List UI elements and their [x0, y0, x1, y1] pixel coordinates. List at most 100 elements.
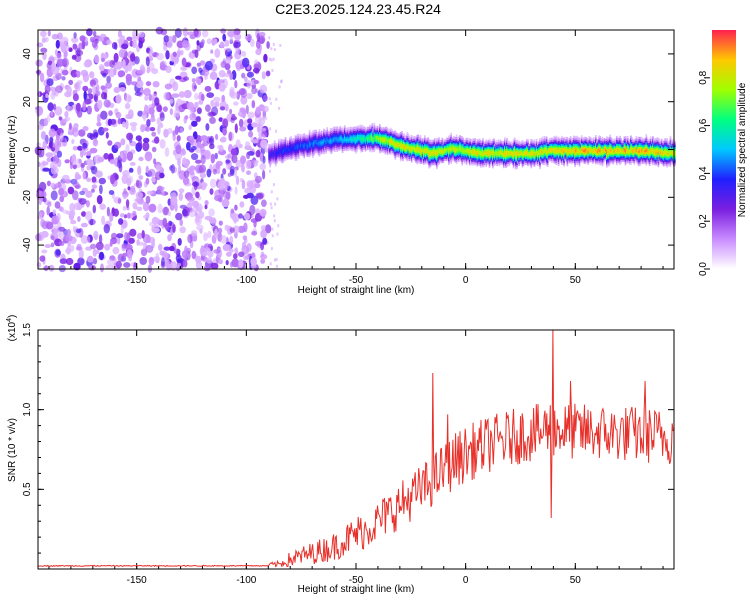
spectrogram-ridge-cell [468, 143, 471, 147]
spectrogram-ridge-cell [369, 132, 371, 135]
spectrogram-noise-cell [259, 208, 267, 217]
spectrogram-noise-cell [56, 32, 63, 40]
spectrogram-ridge-cell [433, 163, 436, 166]
spectrogram-ridge-cell [354, 132, 357, 135]
spectrogram-noise-cell [202, 30, 209, 38]
spectrogram-ridge-cell [458, 138, 460, 141]
spectrogram-ridge-cell [464, 158, 467, 162]
spectrogram-noise-cell [108, 68, 116, 78]
spectrogram-ridge-cell [319, 134, 322, 138]
spectrogram-ridge-cell [396, 152, 399, 155]
spectrogram-ridge-cell [284, 154, 287, 157]
spectrogram-noise-cell [277, 224, 280, 228]
spectrogram-ridge-cell [393, 136, 395, 140]
spectrogram-ridge-cell [577, 158, 580, 161]
spectrogram-ridge-cell [472, 147, 474, 151]
spectrogram-noise-cell [205, 123, 210, 131]
spectrogram-ridge-cell [401, 132, 403, 136]
spectrogram-ridge-cell [533, 156, 536, 160]
spectrogram-ridge-cell [466, 145, 469, 148]
spectrogram-ridge-cell [567, 146, 570, 149]
spectrogram-noise-cell [209, 116, 216, 124]
spectrogram-ridge-cell [387, 140, 390, 144]
spectrogram-ridge-cell [350, 127, 353, 130]
spectrogram-ridge-cell [331, 127, 334, 131]
spectrogram-noise-cell [218, 83, 226, 92]
spectrogram-noise-cell [148, 93, 153, 102]
spectrogram-ridge-cell [420, 161, 423, 164]
spectrogram-ridge-cell [325, 151, 327, 154]
spectrogram-ridge-cell [324, 130, 326, 133]
spectrogram-ridge-cell [347, 129, 349, 132]
spectrogram-ridge-cell [556, 155, 559, 158]
spectrogram-ridge-cell [362, 133, 365, 137]
spectrogram-ridge-cell [477, 149, 480, 152]
spectrogram-noise-cell [145, 56, 150, 67]
spectrogram-ridge-cell [569, 138, 572, 141]
spectrogram-ridge-cell [398, 136, 401, 140]
spectrogram-ridge-cell [295, 156, 298, 159]
spectrogram-ridge-cell [388, 142, 391, 145]
spectrogram-ridge-cell [458, 157, 460, 161]
spectrogram-ridge-cell [359, 124, 361, 128]
spectrogram-ridge-cell [430, 147, 433, 151]
spectrogram-ridge-cell [458, 140, 460, 143]
spectrogram-ridge-cell [399, 137, 402, 141]
spectrogram-ridge-cell [302, 153, 304, 156]
spectrogram-ridge-cell [489, 155, 492, 159]
spectrogram-ridge-cell [345, 147, 347, 151]
spectrogram-ridge-cell [555, 160, 558, 164]
spectrogram-ridge-cell [505, 152, 507, 155]
spectrogram-ridge-cell [408, 145, 411, 148]
spectrogram-ridge-cell [476, 156, 479, 159]
spectrogram-ridge-cell [391, 137, 393, 140]
spectrogram-ridge-cell [540, 145, 542, 148]
spectrogram-ridge-cell [577, 141, 580, 144]
spectrogram-ridge-cell [325, 135, 327, 139]
spectrogram-ridge-cell [451, 156, 454, 160]
spectrogram-ridge-cell [510, 160, 513, 164]
spectrogram-ridge-cell [279, 155, 281, 158]
spectrogram-ridge-cell [479, 142, 482, 145]
spectrogram-ridge-cell [472, 144, 474, 147]
spectrogram-ridge-cell [437, 159, 439, 162]
spectrogram-ridge-cell [572, 137, 574, 141]
spectrogram-ridge-cell [552, 158, 554, 162]
spectrogram-ridge-cell [313, 145, 315, 148]
spectrogram-ridge-cell [528, 153, 530, 156]
spectrogram-ridge-cell [468, 149, 471, 153]
spectrogram-ridge-cell [476, 162, 479, 165]
spectrogram-noise-cell [209, 178, 217, 188]
spectrogram-ridge-cell [443, 145, 446, 148]
spectrogram-ridge-cell [353, 145, 356, 149]
spectrogram-ridge-cell [305, 143, 308, 147]
spectrogram-ridge-cell [323, 128, 325, 132]
spectrogram-ridge-cell [347, 138, 349, 142]
spectrogram-ridge-cell [451, 158, 454, 162]
spectrogram-ridge-cell [551, 149, 553, 152]
spectrogram-ridge-cell [476, 152, 479, 156]
spectrogram-ridge-cell [546, 149, 549, 152]
spectrogram-ridge-cell [455, 153, 458, 157]
spectrogram-ridge-cell [478, 151, 481, 155]
spectrogram-ridge-cell [306, 141, 309, 144]
spectrogram-ridge-cell [531, 141, 534, 145]
spectrogram-ridge-cell [286, 153, 289, 157]
spectrogram-ridge-cell [353, 143, 356, 147]
spectrogram-ridge-cell [370, 132, 372, 135]
spectrogram-ridge-cell [422, 139, 425, 142]
spectrogram-ridge-cell [381, 143, 383, 147]
spectrogram-ridge-cell [300, 151, 302, 154]
spectrogram-ridge-cell [294, 135, 297, 138]
spectrogram-ridge-cell [551, 160, 553, 164]
spectrogram-ridge-cell [430, 141, 433, 145]
spectrogram-ridge-cell [426, 160, 428, 164]
spectrogram-ridge-cell [574, 153, 576, 156]
spectrogram-ridge-cell [543, 149, 546, 152]
spectrogram-ridge-cell [461, 163, 463, 166]
spectrogram-ridge-cell [406, 139, 409, 143]
spectrogram-ridge-cell [326, 132, 329, 136]
spectrogram-noise-cell [217, 179, 225, 190]
spectrogram-noise-cell [137, 199, 145, 205]
spectrogram-ridge-cell [539, 157, 541, 160]
